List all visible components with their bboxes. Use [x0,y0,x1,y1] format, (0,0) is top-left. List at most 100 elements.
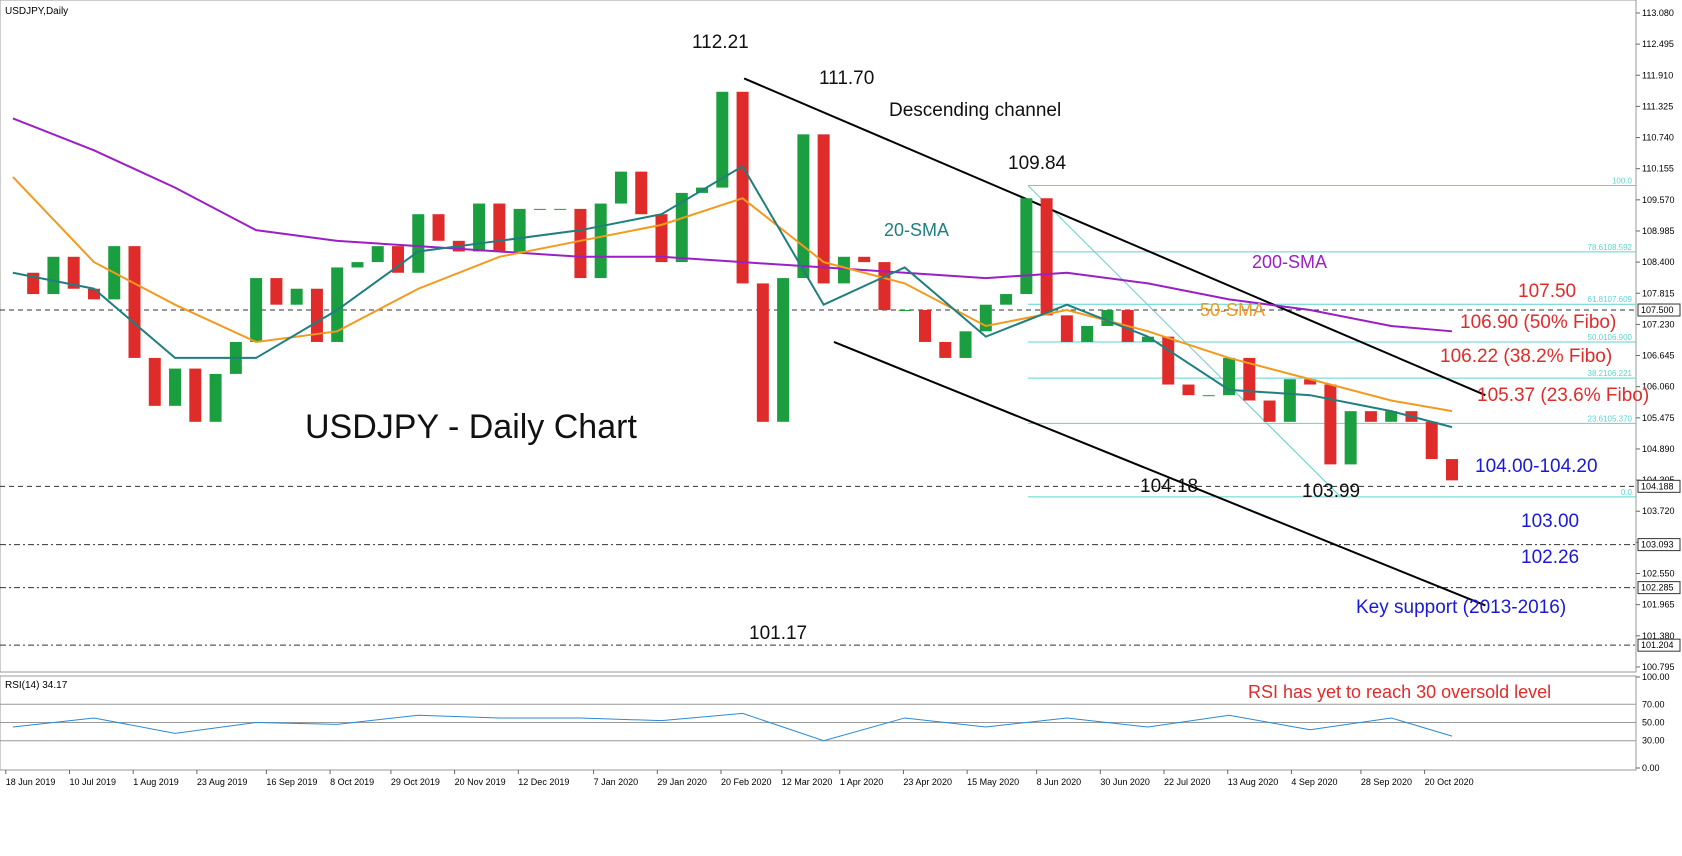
candle [67,256,80,289]
candle [1162,336,1175,385]
candle [1000,294,1013,305]
candle [189,368,202,422]
candle [432,214,445,241]
annotation: 104.00-104.20 [1475,456,1598,477]
candle [270,278,283,305]
annotation: 107.50 [1518,281,1576,302]
y-tick-label: 101.380 [1642,631,1675,641]
sma-label: 20-SMA [884,220,949,240]
channel-line [833,341,1486,607]
y-tick-label: 102.550 [1642,569,1675,579]
x-tick-label: 13 Aug 2020 [1228,777,1279,787]
annotation: USDJPY - Daily Chart [305,408,637,446]
candle [554,208,567,210]
candle [939,341,952,358]
annotation: 112.21 [692,32,749,53]
annotation: 109.84 [1008,153,1067,174]
y-tick-label: 108.985 [1642,226,1675,236]
annotation: 103.99 [1302,481,1360,502]
level-box [1637,581,1681,595]
annotation: 111.70 [819,68,874,89]
candle [1344,411,1357,465]
candle [128,246,141,358]
annotation: 102.26 [1521,547,1579,568]
candle [635,171,648,215]
rsi-tick-label: 100.00 [1642,672,1670,682]
y-tick-label: 103.720 [1642,506,1675,516]
level-box [1637,303,1681,317]
candle [473,203,486,252]
candle [533,208,546,210]
fibo-label: 23.6105.370 [1588,414,1633,423]
x-tick-label: 12 Dec 2019 [518,777,569,787]
candle [1141,336,1154,342]
candle [594,203,607,279]
candle [331,267,344,342]
candle [351,262,364,268]
candle [1445,459,1458,481]
candle [1263,400,1276,422]
x-tick-label: 28 Sep 2020 [1361,777,1412,787]
channel-line [743,77,1486,397]
y-tick-label: 113.080 [1642,8,1674,18]
fibo-label: 50.0106.900 [1588,333,1633,342]
candle [148,357,161,406]
candle [878,262,891,311]
candle [1081,325,1094,342]
candle [290,288,303,305]
candle [756,283,769,422]
candle [777,278,790,422]
x-tick-label: 29 Oct 2019 [391,777,440,787]
candle [817,134,830,284]
annotation: 106.90 (50% Fibo) [1460,312,1616,333]
candle [1202,395,1215,397]
annotation: 101.17 [749,623,807,644]
candle [1283,379,1296,422]
level-label: 103.093 [1641,540,1674,550]
rsi-note: RSI has yet to reach 30 oversold level [1248,682,1551,702]
candle [371,246,384,263]
y-tick-label: 108.400 [1642,257,1675,267]
sma-line [12,176,1453,413]
x-tick-label: 20 Feb 2020 [721,777,772,787]
y-tick-label: 111.325 [1642,101,1673,111]
candle [574,208,587,279]
sma-line [12,164,1453,429]
candle [614,171,627,204]
x-tick-label: 4 Sep 2020 [1291,777,1337,787]
level-box [1637,638,1681,652]
y-tick-label: 110.740 [1642,133,1674,143]
x-tick-label: 7 Jan 2020 [594,777,639,787]
candle [513,208,526,252]
candle [1385,411,1398,422]
x-tick-label: 10 Jul 2019 [69,777,116,787]
chart-title: USDJPY,Daily [5,6,68,17]
x-tick-label: 23 Apr 2020 [903,777,952,787]
annotation: Descending channel [889,100,1061,121]
y-tick-label: 106.060 [1642,382,1675,392]
candle [310,288,323,342]
candle [979,304,992,332]
fibo-diagonal [1027,185,1342,498]
x-tick-label: 30 Jun 2020 [1100,777,1150,787]
fibo-label: 100.0 [1612,176,1633,185]
annotation: Key support (2013-2016) [1356,597,1566,618]
y-tick-label: 109.570 [1642,195,1675,205]
candle [797,134,810,279]
level-box [1637,538,1681,552]
x-tick-label: 15 May 2020 [967,777,1019,787]
x-tick-label: 8 Oct 2019 [330,777,374,787]
rsi-tick-label: 0.00 [1642,763,1660,773]
candle [493,203,506,252]
candle [716,91,729,188]
x-tick-label: 20 Oct 2020 [1425,777,1474,787]
candle [858,256,871,263]
rsi-tick-label: 50.00 [1642,718,1665,728]
annotation: 105.37 (23.6% Fibo) [1477,385,1649,406]
candle [1304,379,1317,385]
fibo-label: 38.2106.221 [1588,369,1633,378]
y-tick-label: 104.890 [1642,444,1675,454]
rsi-title: RSI(14) 34.17 [5,680,68,691]
y-tick-label: 101.965 [1642,600,1675,610]
